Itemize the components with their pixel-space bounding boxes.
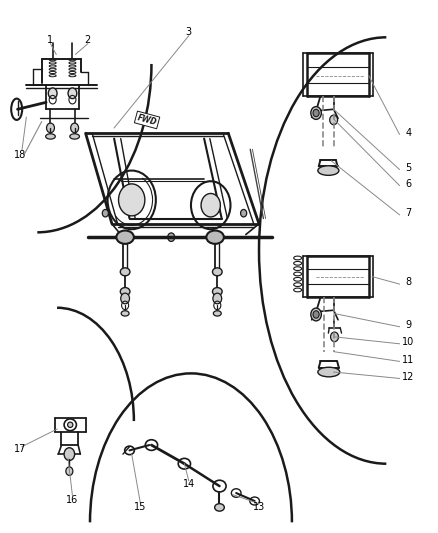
Ellipse shape (206, 230, 223, 244)
Circle shape (312, 109, 318, 117)
Circle shape (64, 448, 74, 461)
Text: 1: 1 (47, 35, 53, 45)
Text: 11: 11 (401, 355, 413, 365)
Circle shape (330, 332, 338, 342)
Text: 2: 2 (85, 35, 91, 45)
Circle shape (310, 107, 321, 119)
Circle shape (102, 209, 108, 217)
Ellipse shape (214, 504, 224, 511)
Circle shape (240, 209, 246, 217)
Text: 3: 3 (185, 27, 191, 37)
Text: FWD: FWD (136, 113, 158, 127)
Ellipse shape (70, 134, 79, 139)
Circle shape (212, 293, 221, 304)
Text: 5: 5 (404, 163, 410, 173)
Circle shape (201, 193, 220, 217)
Ellipse shape (67, 422, 73, 427)
Text: 7: 7 (404, 208, 410, 218)
Text: 14: 14 (182, 479, 194, 489)
Circle shape (71, 123, 78, 133)
Ellipse shape (317, 166, 338, 175)
Circle shape (329, 115, 337, 125)
Circle shape (312, 311, 318, 318)
Circle shape (68, 88, 77, 99)
Ellipse shape (212, 268, 222, 276)
Ellipse shape (213, 311, 221, 316)
Text: 17: 17 (14, 444, 26, 454)
Text: 10: 10 (401, 337, 413, 347)
Text: 12: 12 (401, 372, 413, 382)
Ellipse shape (46, 134, 55, 139)
Ellipse shape (120, 288, 130, 295)
Ellipse shape (212, 288, 222, 295)
Circle shape (310, 308, 321, 321)
Text: 15: 15 (134, 503, 146, 512)
Ellipse shape (116, 230, 134, 244)
Circle shape (66, 467, 73, 475)
Text: 8: 8 (404, 278, 410, 287)
Text: 6: 6 (404, 179, 410, 189)
Circle shape (167, 233, 174, 241)
Circle shape (46, 123, 54, 133)
Text: 18: 18 (14, 150, 26, 159)
Ellipse shape (121, 311, 129, 316)
Text: 9: 9 (404, 320, 410, 330)
Circle shape (120, 293, 129, 304)
Text: 16: 16 (66, 495, 78, 505)
Ellipse shape (317, 367, 339, 377)
Text: 13: 13 (252, 503, 265, 512)
Circle shape (118, 184, 145, 216)
Text: 4: 4 (404, 128, 410, 138)
Ellipse shape (120, 268, 130, 276)
Circle shape (48, 88, 57, 99)
